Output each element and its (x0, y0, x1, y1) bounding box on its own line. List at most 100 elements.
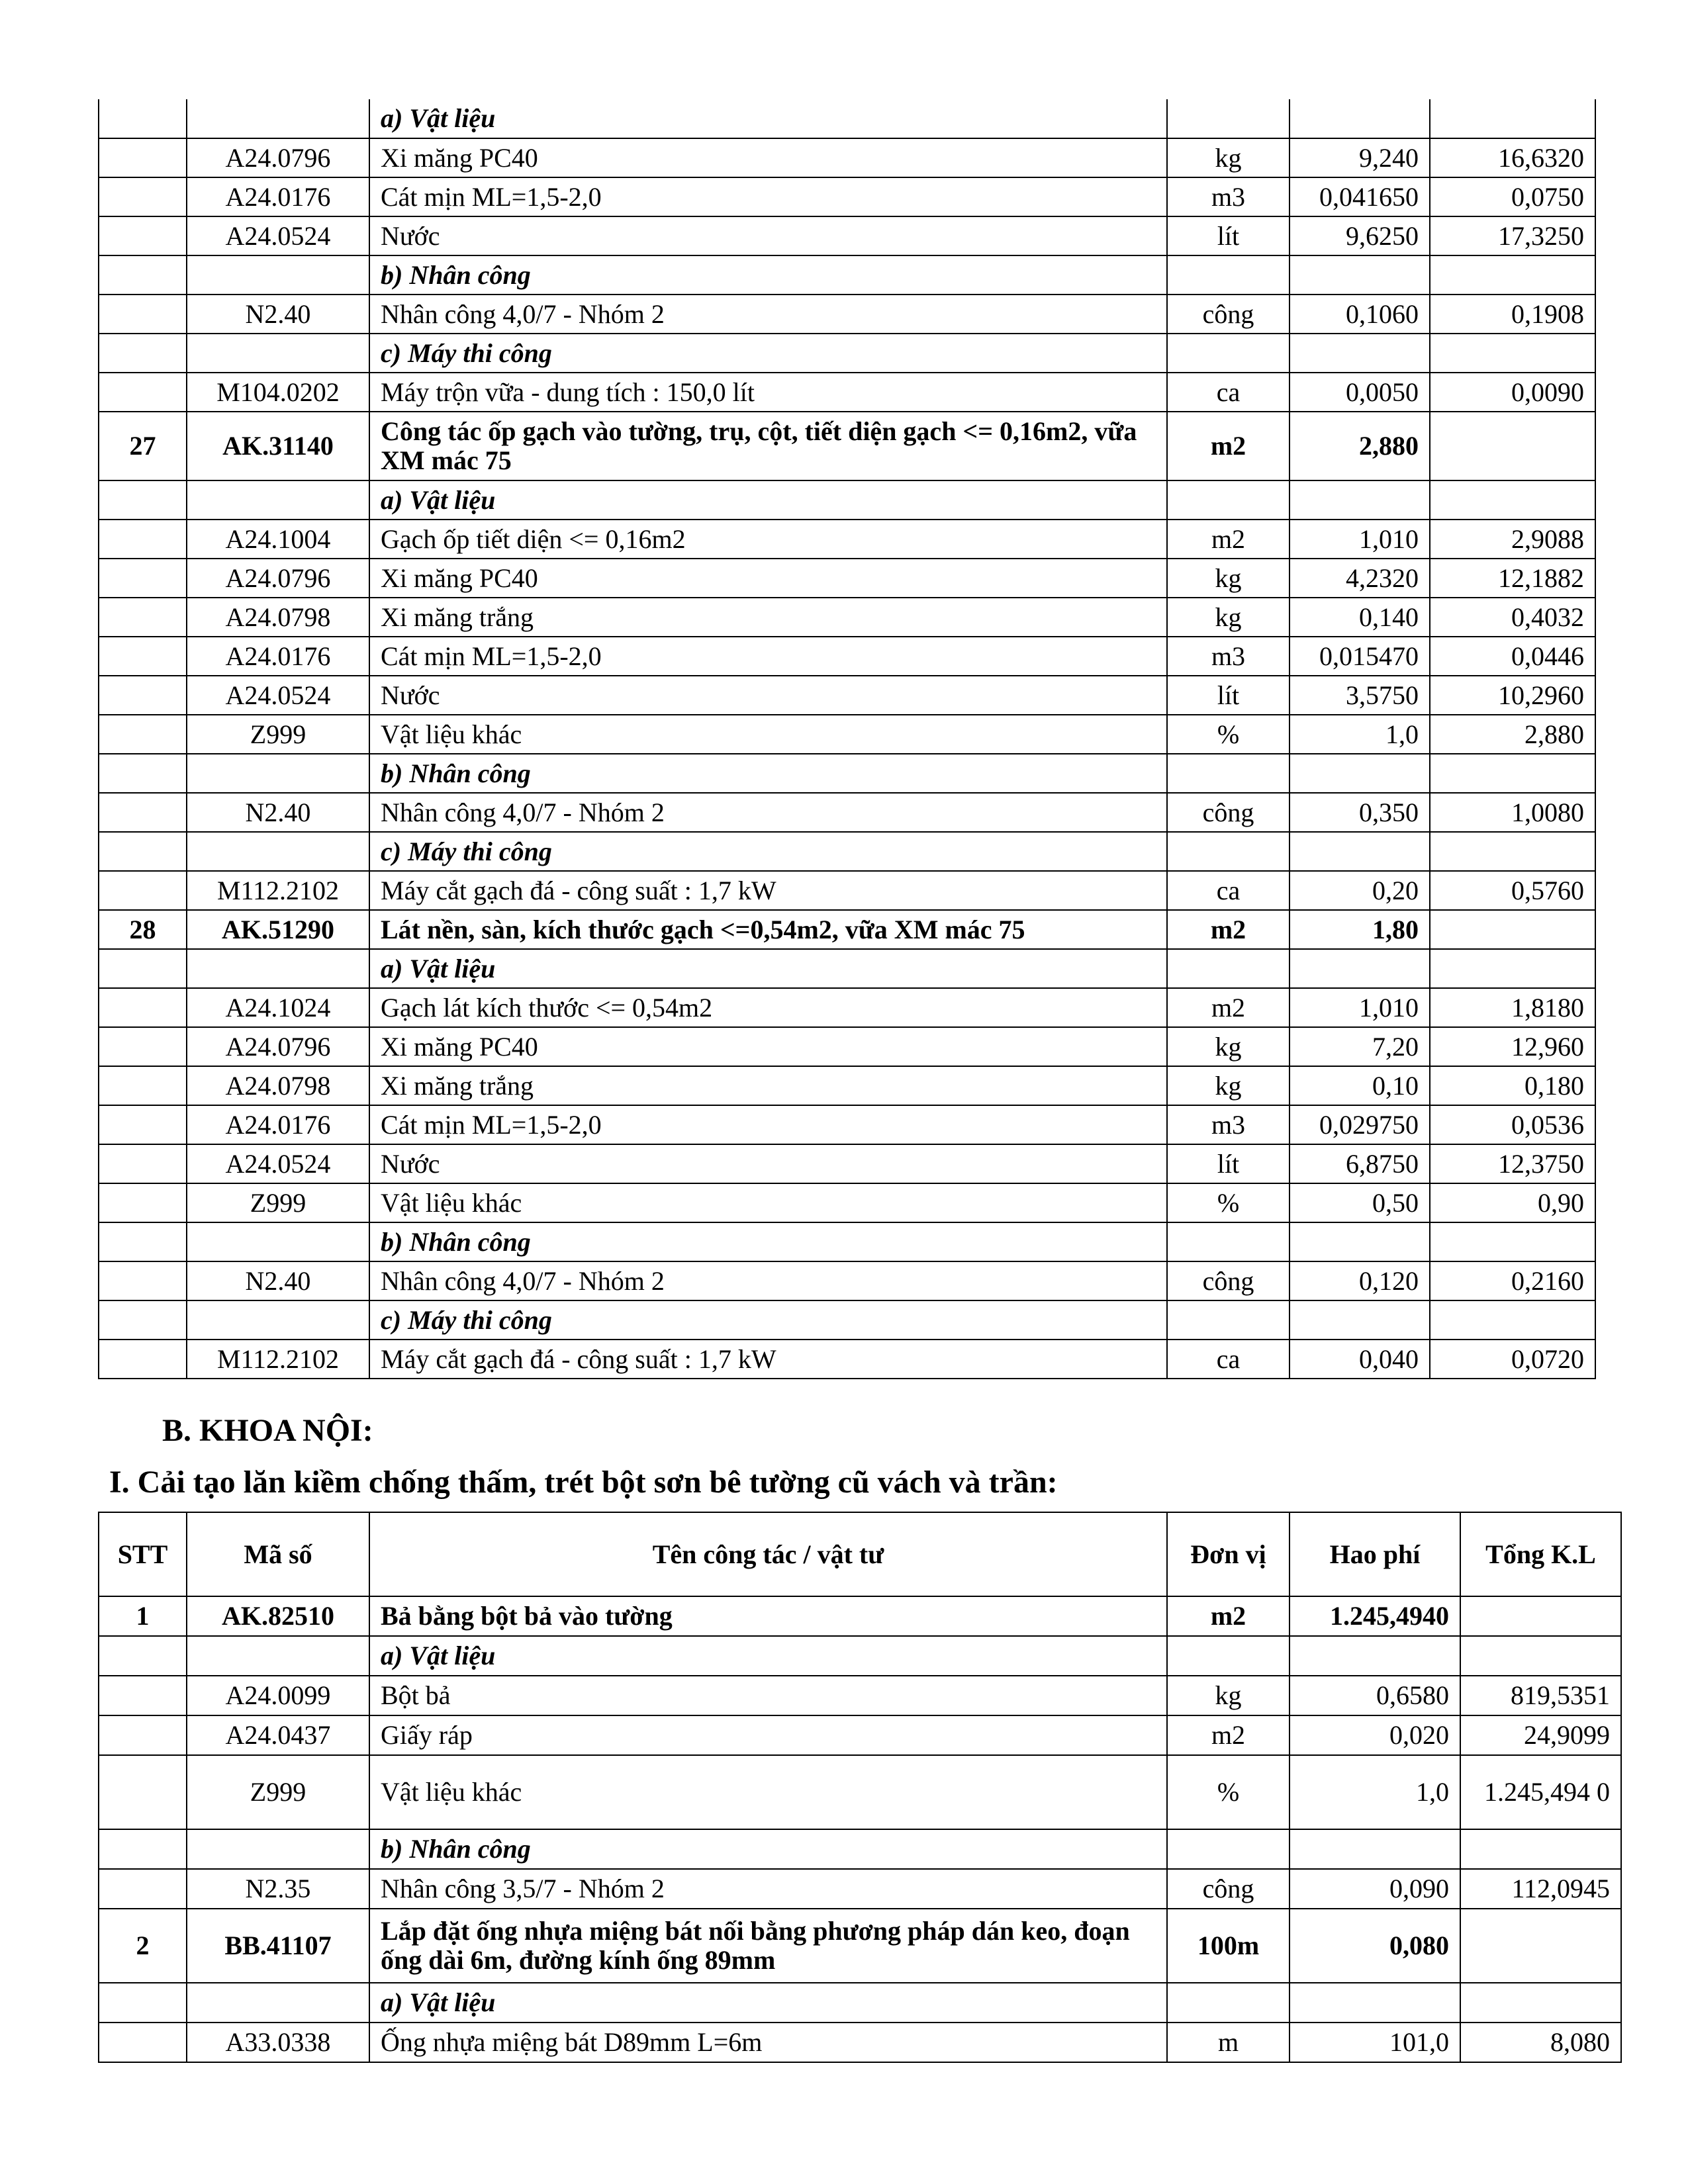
cell-name: c) Máy thi công (369, 333, 1168, 373)
section-row: a) Vật liệu (98, 480, 1596, 520)
table-row: A24.0796 Xi măng PC40 kg 4,2320 12,1882 (98, 558, 1596, 598)
cell-code (186, 1300, 370, 1340)
work-item-row: 28 AK.51290 Lát nền, sàn, kích thước gạch … (98, 909, 1596, 950)
table-header-row: STT Mã số Tên công tác / vật tư Đơn vị H… (98, 1512, 1622, 1597)
cell-name: a) Vật liệu (369, 99, 1168, 139)
cell-code: A24.0176 (186, 177, 370, 217)
cell-hao-phi (1289, 948, 1430, 989)
table-row: A24.0176 Cát mịn ML=1,5-2,0 m3 0,029750 0,05… (98, 1105, 1596, 1145)
cell-stt (98, 558, 187, 598)
cell-name: Nhân công 3,5/7 - Nhóm 2 (369, 1868, 1168, 1909)
cell-name: b) Nhân công (369, 1829, 1168, 1870)
cell-code: M104.0202 (186, 372, 370, 412)
cell-code: N2.40 (186, 792, 370, 833)
cell-total: 16,6320 (1429, 138, 1596, 178)
cell-code: A33.0338 (186, 2022, 370, 2063)
cell-unit (1166, 948, 1290, 989)
section-b-heading: B. KHOA NỘI: (162, 1413, 373, 1448)
cell-total: 1,8180 (1429, 987, 1596, 1028)
cell-total: 2,9088 (1429, 519, 1596, 559)
cell-hao-phi: 9,240 (1289, 138, 1430, 178)
cell-total: 819,5351 (1460, 1675, 1622, 1716)
cell-name: Xi măng PC40 (369, 138, 1168, 178)
cell-name: a) Vật liệu (369, 948, 1168, 989)
cell-hao-phi: 0,029750 (1289, 1105, 1430, 1145)
cell-hao-phi: 0,1060 (1289, 294, 1430, 334)
table-row: Z999 Vật liệu khác% 1,0 1.245,494 0 (98, 1754, 1622, 1830)
cell-unit: lít (1166, 1144, 1290, 1184)
cell-code (186, 1635, 370, 1676)
cell-stt (98, 99, 187, 139)
cell-total (1429, 948, 1596, 989)
cell-hao-phi: 0,140 (1289, 597, 1430, 637)
cell-unit: công (1166, 792, 1290, 833)
bottom-cost-table: STT Mã số Tên công tác / vật tư Đơn vị H… (98, 1512, 1622, 2063)
cell-name: a) Vật liệu (369, 1635, 1168, 1676)
cell-name: Xi măng trắng (369, 1066, 1168, 1106)
cell-code: A24.1004 (186, 519, 370, 559)
cell-unit: m3 (1166, 177, 1290, 217)
cell-total (1429, 480, 1596, 520)
cell-stt: 28 (98, 909, 187, 950)
table-row: A24.0099 Bột bả kg 0,6580 819,5351 (98, 1675, 1622, 1716)
cell-stt (98, 1829, 187, 1870)
section-row: a) Vật liệu (98, 1635, 1622, 1676)
cell-name: Máy cắt gạch đá - công suất : 1,7 kW (369, 870, 1168, 911)
cell-stt (98, 636, 187, 676)
cell-unit (1166, 255, 1290, 295)
cell-unit: kg (1166, 558, 1290, 598)
cell-stt (98, 519, 187, 559)
cell-stt (98, 1715, 187, 1756)
work-item-row: 1 AK.82510 Bả bằng bột bả vào tường m2 1.245… (98, 1596, 1622, 1637)
cell-code (186, 831, 370, 872)
cell-total: 2,880 (1429, 714, 1596, 754)
cell-stt (98, 870, 187, 911)
cell-stt (98, 1300, 187, 1340)
cell-stt (98, 1982, 187, 2023)
cell-stt (98, 1339, 187, 1379)
cell-code: N2.35 (186, 1868, 370, 1909)
cell-name: Nhân công 4,0/7 - Nhóm 2 (369, 1261, 1168, 1301)
cell-total: 0,1908 (1429, 294, 1596, 334)
cell-hao-phi: 0,20 (1289, 870, 1430, 911)
cell-total: 112,0945 (1460, 1868, 1622, 1909)
cell-unit: lít (1166, 675, 1290, 715)
cell-stt (98, 675, 187, 715)
header-code: Mã số (186, 1512, 370, 1597)
table-row: A24.0176 Cát mịn ML=1,5-2,0 m3 0,041650 0,07… (98, 177, 1596, 217)
cell-hao-phi: 3,5750 (1289, 675, 1430, 715)
cell-code: N2.40 (186, 294, 370, 334)
section-row: b) Nhân công (98, 1829, 1622, 1870)
cell-hao-phi: 6,8750 (1289, 1144, 1430, 1184)
cell-hao-phi (1289, 1635, 1461, 1676)
cell-total: 0,90 (1429, 1183, 1596, 1223)
cell-code: M112.2102 (186, 1339, 370, 1379)
cell-unit: m2 (1166, 987, 1290, 1028)
cell-hao-phi (1289, 1982, 1461, 2023)
cell-hao-phi: 2,880 (1289, 411, 1430, 481)
cell-stt: 27 (98, 411, 187, 481)
cell-unit: m2 (1166, 1596, 1290, 1637)
cell-code: AK.82510 (186, 1596, 370, 1637)
cell-total: 12,1882 (1429, 558, 1596, 598)
cell-name: a) Vật liệu (369, 1982, 1168, 2023)
cell-total (1460, 1908, 1622, 1983)
cell-name: Cát mịn ML=1,5-2,0 (369, 1105, 1168, 1145)
cell-unit (1166, 753, 1290, 794)
cell-stt (98, 216, 187, 256)
cell-name: Máy cắt gạch đá - công suất : 1,7 kW (369, 1339, 1168, 1379)
cell-total (1460, 1829, 1622, 1870)
cell-name: Bả bằng bột bả vào tường (369, 1596, 1168, 1637)
cell-total: 0,4032 (1429, 597, 1596, 637)
cell-code (186, 99, 370, 139)
cell-unit: kg (1166, 1026, 1290, 1067)
cell-unit: % (1166, 1754, 1290, 1830)
cell-hao-phi: 1,80 (1289, 909, 1430, 950)
cell-hao-phi (1289, 480, 1430, 520)
cell-code: A24.0524 (186, 216, 370, 256)
cell-code: AK.51290 (186, 909, 370, 950)
cell-total (1460, 1635, 1622, 1676)
cell-total: 1.245,494 0 (1460, 1754, 1622, 1830)
cell-stt (98, 1261, 187, 1301)
table-row: A33.0338 Ống nhựa miệng bát D89mm L=6m m 10… (98, 2022, 1622, 2063)
